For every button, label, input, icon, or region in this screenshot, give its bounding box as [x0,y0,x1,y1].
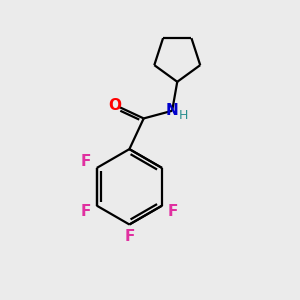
Text: F: F [81,204,91,219]
Text: F: F [168,204,178,219]
Text: F: F [81,154,91,169]
Text: H: H [178,109,188,122]
Text: O: O [108,98,121,112]
Text: N: N [166,103,178,118]
Text: F: F [124,230,135,244]
